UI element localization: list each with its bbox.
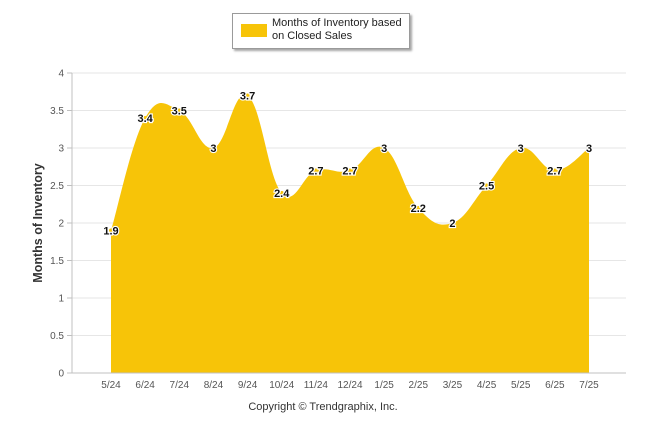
data-label: 2.7: [547, 166, 562, 178]
data-label: 2.2: [411, 203, 426, 215]
data-label: 2.5: [479, 181, 494, 193]
x-tick-label: 6/25: [545, 380, 565, 391]
legend-label: Months of Inventory based on Closed Sale…: [272, 17, 402, 42]
data-point[interactable]: [279, 191, 284, 195]
x-tick-label: 12/24: [337, 380, 362, 391]
data-label: 2.7: [308, 166, 323, 178]
legend[interactable]: Months of Inventory based on Closed Sale…: [232, 13, 410, 49]
data-point[interactable]: [245, 93, 250, 98]
x-tick-label: 9/24: [238, 380, 258, 391]
x-tick-label: 6/24: [135, 380, 155, 391]
data-point[interactable]: [518, 146, 523, 150]
x-tick-label: 8/24: [204, 380, 224, 391]
data-point[interactable]: [109, 228, 113, 233]
data-label: 1.9: [103, 226, 118, 238]
data-labels: 1.9 3.4 3.5 3 3.7 2.4 2.7 2.7 3 2.2 2 2.5 3 2.7 3: [102, 89, 593, 238]
x-tick-label: 5/24: [101, 380, 121, 391]
data-point[interactable]: [552, 168, 557, 173]
copyright-text: Copyright © Trendgraphix, Inc.: [248, 401, 398, 413]
area-fill: [111, 94, 589, 374]
x-tick-label: 5/25: [511, 380, 531, 391]
x-tick-label: 7/25: [579, 380, 599, 391]
x-tick-label: 10/24: [269, 380, 294, 391]
x-tick-label: 1/25: [374, 380, 394, 391]
data-label: 3: [518, 143, 524, 155]
data-point[interactable]: [313, 168, 318, 173]
y-axis-title: Months of Inventory: [31, 163, 45, 282]
data-label: 2.7: [342, 166, 357, 178]
x-tick-label: 7/24: [170, 380, 190, 391]
legend-swatch: [241, 24, 267, 37]
data-label: 3: [381, 143, 387, 155]
data-label: 3.4: [137, 113, 153, 125]
data-point[interactable]: [143, 116, 148, 120]
data-label: 3.7: [240, 91, 255, 103]
y-tick-label: 1: [58, 294, 64, 305]
x-tick-label: 3/25: [443, 380, 463, 391]
y-tick-label: 2.5: [50, 181, 64, 192]
data-point[interactable]: [416, 206, 421, 210]
data-point[interactable]: [348, 168, 352, 173]
data-point[interactable]: [382, 146, 387, 150]
data-point[interactable]: [177, 108, 182, 113]
data-point[interactable]: [450, 221, 455, 225]
x-tick-label: 4/25: [477, 380, 497, 391]
data-label: 3.5: [172, 106, 187, 118]
y-tick-label: 0: [58, 369, 64, 380]
data-point[interactable]: [484, 183, 489, 188]
data-point[interactable]: [587, 146, 591, 150]
x-tick-label: 11/24: [304, 380, 329, 391]
y-tick-label: 4: [58, 69, 64, 80]
data-label: 2.4: [274, 188, 290, 200]
data-point[interactable]: [211, 146, 216, 150]
y-tick-label: 3.5: [50, 106, 64, 117]
x-tick-label: 2/25: [409, 380, 429, 391]
y-tick-label: 2: [58, 219, 64, 230]
data-label: 3: [586, 143, 592, 155]
data-label: 2: [449, 218, 455, 230]
y-tick-label: 1.5: [50, 256, 64, 267]
area-series: [109, 93, 591, 374]
axes: 0 0.5 1 1.5 2 2.5 3 3.5 4 5/24 6/24 7/24 8/24 9/24 10/…: [50, 69, 626, 391]
y-tick-label: 0.5: [50, 331, 64, 342]
y-tick-label: 3: [58, 144, 64, 155]
data-label: 3: [210, 143, 216, 155]
